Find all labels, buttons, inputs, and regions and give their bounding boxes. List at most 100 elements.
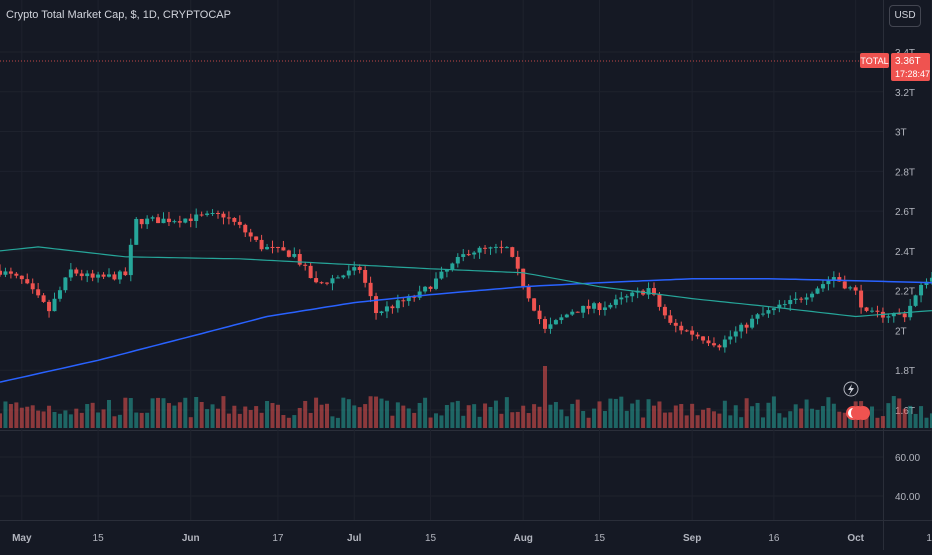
volume-bar — [788, 411, 793, 428]
candle-body — [134, 218, 139, 245]
volume-bar — [368, 396, 373, 428]
volume-bar — [744, 398, 749, 428]
candle-body — [384, 306, 389, 312]
candle-body — [379, 311, 384, 314]
volume-bar — [924, 417, 929, 428]
volume-bar — [493, 400, 498, 428]
volume-bar — [673, 405, 678, 428]
candle-body — [455, 256, 460, 264]
candle-body — [286, 250, 291, 257]
candle-body — [690, 330, 695, 335]
candle-body — [755, 314, 760, 319]
bar-countdown: 17:28:47 — [895, 69, 930, 79]
volume-bar — [194, 397, 199, 428]
volume-bar — [782, 417, 787, 428]
candle-body — [330, 278, 335, 284]
volume-bar — [346, 399, 351, 428]
candle-body — [624, 296, 629, 298]
volume-bar — [750, 406, 755, 428]
volume-bar — [314, 397, 319, 428]
candle-body — [390, 306, 395, 309]
volume-bar — [0, 413, 2, 428]
volume-bar — [820, 406, 825, 428]
volume-bar — [831, 403, 836, 428]
candle-body — [259, 239, 264, 250]
candle-body — [363, 269, 368, 283]
candle-body — [232, 218, 237, 222]
price-axis-tick: 2.6T — [895, 207, 915, 218]
candle-body — [766, 310, 771, 314]
volume-bar — [908, 405, 913, 428]
lightning-icon-glyph — [848, 384, 854, 395]
volume-bar — [14, 402, 19, 428]
candle-body — [733, 331, 738, 337]
candle-body — [853, 287, 858, 291]
volume-bar — [815, 409, 820, 428]
candle-body — [570, 311, 575, 315]
candle-body — [292, 254, 297, 257]
candle-body — [543, 319, 547, 329]
volume-bar — [913, 413, 918, 428]
volume-bar — [581, 410, 586, 428]
volume-bar — [270, 403, 275, 428]
candle-body — [161, 218, 166, 224]
volume-bar — [210, 404, 215, 428]
candle-body — [613, 299, 618, 305]
price-axis-tick: 2.4T — [895, 247, 915, 258]
candle-body — [406, 296, 411, 302]
volume-bar — [319, 404, 324, 428]
volume-bar — [679, 404, 684, 428]
volume-bar — [363, 404, 368, 428]
volume-bar — [254, 406, 259, 428]
candle-body — [771, 308, 776, 311]
volume-bar — [543, 366, 547, 428]
candle-body — [870, 310, 874, 312]
currency-button[interactable]: USD — [889, 5, 921, 27]
price-axis-tick: 2T — [895, 326, 907, 337]
volume-bar — [548, 404, 553, 428]
candle-body — [194, 214, 199, 221]
volume-bar — [613, 398, 618, 428]
candle-body — [281, 247, 286, 251]
time-axis-tick: 15 — [926, 533, 932, 544]
volume-bar — [575, 399, 580, 428]
volume-bar — [237, 413, 242, 428]
volume-bar — [728, 415, 733, 428]
candle-body — [483, 247, 488, 249]
volume-bar — [624, 410, 629, 428]
volume-bar — [455, 400, 460, 428]
volume-bar — [3, 401, 8, 428]
candle-body — [423, 286, 428, 292]
volume-bar — [488, 406, 493, 428]
volume-bar — [564, 416, 569, 428]
candle-body — [0, 270, 2, 275]
volume-bar — [532, 404, 537, 428]
candle-body — [777, 304, 782, 309]
candle-body — [237, 221, 242, 225]
volume-bar — [63, 410, 68, 428]
volume-bar — [619, 396, 624, 428]
candle-body — [177, 221, 182, 223]
volume-bar — [766, 402, 771, 428]
time-axis-tick: Aug — [513, 533, 532, 544]
volume-bar — [30, 405, 35, 428]
volume-bar — [357, 407, 362, 428]
candle-body — [679, 325, 684, 331]
volume-bar — [477, 416, 482, 428]
candle-body — [886, 316, 891, 318]
symbol-badge — [860, 53, 889, 68]
candle-body — [107, 274, 111, 277]
volume-bar — [771, 396, 776, 428]
candle-body — [706, 340, 711, 344]
volume-bar — [641, 417, 646, 428]
candle-body — [722, 339, 727, 348]
volume-bar — [886, 403, 891, 428]
volume-bar — [335, 417, 340, 428]
volume-bar — [864, 417, 869, 428]
volume-bar — [85, 404, 90, 428]
candle-body — [864, 307, 869, 311]
volume-bar — [592, 408, 597, 428]
volume-bar — [265, 400, 270, 428]
